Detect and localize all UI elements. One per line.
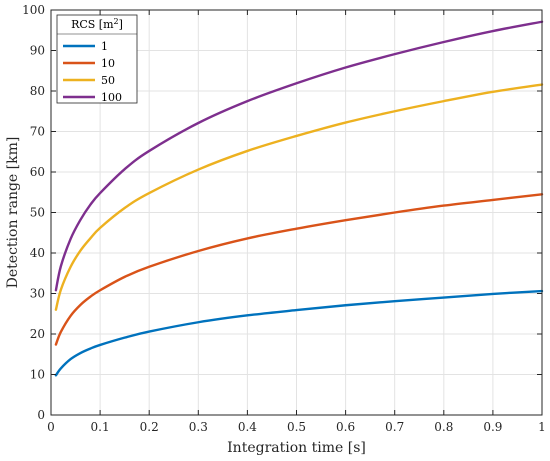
series-lines bbox=[54, 20, 544, 377]
y-tick-labels: 0 10 20 30 40 50 60 70 80 90 100 bbox=[22, 3, 45, 422]
legend: RCS [m2] 1 10 50 100 bbox=[56, 14, 138, 104]
y-tick-label: 40 bbox=[30, 246, 45, 260]
x-tick-label: 0.3 bbox=[189, 420, 208, 434]
legend-title-superscript: 2 bbox=[114, 17, 119, 26]
x-tick-label: 0.2 bbox=[140, 420, 159, 434]
tick-marks bbox=[50, 9, 543, 416]
x-tick-label: 0.1 bbox=[91, 420, 110, 434]
legend-label-50: 50 bbox=[101, 74, 115, 87]
legend-title: RCS [m2] bbox=[71, 17, 123, 31]
x-tick-label: 0.9 bbox=[483, 420, 502, 434]
y-tick-label: 50 bbox=[30, 206, 45, 220]
x-tick-labels: 0 0.1 0.2 0.3 0.4 0.5 0.6 0.7 0.8 0.9 1 bbox=[47, 420, 546, 434]
y-tick-label: 60 bbox=[30, 165, 45, 179]
y-axis-title: Detection range [km] bbox=[5, 137, 21, 289]
y-tick-label: 80 bbox=[30, 84, 45, 98]
legend-box bbox=[56, 14, 138, 104]
x-tick-label: 1 bbox=[538, 420, 546, 434]
y-tick-label: 0 bbox=[37, 408, 45, 422]
x-tick-label: 0.8 bbox=[434, 420, 453, 434]
x-tick-label: 0.5 bbox=[287, 420, 306, 434]
series-line-rcs-1 bbox=[54, 289, 544, 377]
x-tick-label: 0 bbox=[47, 420, 55, 434]
legend-entries: 1 10 50 100 bbox=[63, 40, 122, 104]
series-line-rcs-100 bbox=[54, 20, 544, 292]
y-tick-label: 70 bbox=[30, 125, 45, 139]
y-tick-label: 90 bbox=[30, 44, 45, 58]
x-tick-label: 0.6 bbox=[336, 420, 355, 434]
y-tick-label: 30 bbox=[30, 287, 45, 301]
y-tick-label: 20 bbox=[30, 327, 45, 341]
x-tick-label: 0.4 bbox=[238, 420, 257, 434]
x-axis-title: Integration time [s] bbox=[227, 440, 366, 456]
legend-label-1: 1 bbox=[101, 40, 108, 53]
y-tick-label: 10 bbox=[30, 368, 45, 382]
legend-label-100: 100 bbox=[101, 91, 122, 104]
legend-title-end: ] bbox=[119, 18, 123, 31]
y-tick-label: 100 bbox=[22, 3, 45, 17]
x-tick-label: 0.7 bbox=[385, 420, 404, 434]
grid bbox=[51, 10, 542, 415]
series-line-rcs-50 bbox=[54, 83, 544, 311]
series-line-rcs-10 bbox=[54, 193, 544, 346]
legend-label-10: 10 bbox=[101, 57, 115, 70]
